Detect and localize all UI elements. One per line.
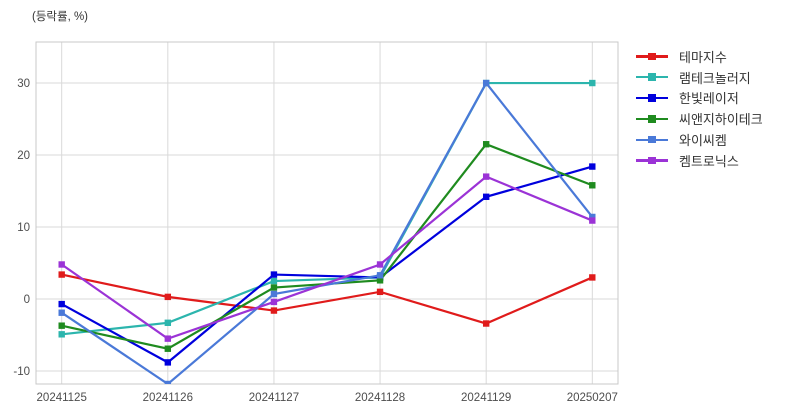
legend-line-swatch xyxy=(636,156,668,165)
data-point xyxy=(164,345,172,352)
data-point xyxy=(482,173,490,180)
legend-item-5: 켐트로닉스 xyxy=(636,150,763,171)
legend-item-0: 테마지수 xyxy=(636,46,763,67)
data-point xyxy=(270,307,278,314)
series-line-1 xyxy=(61,81,593,336)
legend-label: 씨앤지하이테크 xyxy=(679,112,763,128)
data-point xyxy=(58,331,65,338)
chart-title: (등락률, %) xyxy=(32,11,89,23)
plot-border xyxy=(35,41,619,385)
data-point xyxy=(376,272,384,279)
legend-item-1: 램테크놀러지 xyxy=(636,67,763,88)
data-point xyxy=(482,193,490,200)
data-point xyxy=(482,320,490,327)
data-point xyxy=(482,141,490,148)
x-tick-label: 20241125 xyxy=(37,392,87,404)
series-line-4 xyxy=(61,81,594,384)
y-tick-label: 0 xyxy=(24,294,30,306)
data-point xyxy=(164,293,172,301)
legend-item-4: 와이씨켐 xyxy=(636,129,763,150)
data-point xyxy=(58,322,65,329)
series-line-5 xyxy=(61,175,593,340)
legend-line-swatch xyxy=(636,135,668,144)
legend-item-2: 한빛레이저 xyxy=(636,88,763,109)
data-point xyxy=(482,79,490,87)
x-tick-label: 20241129 xyxy=(461,392,511,404)
data-point xyxy=(164,319,172,326)
data-point xyxy=(589,217,596,224)
data-point xyxy=(270,271,278,278)
data-point xyxy=(58,300,65,308)
x-tick-label: 20241126 xyxy=(143,392,193,404)
data-point xyxy=(164,380,172,384)
x-tick-label: 20241127 xyxy=(249,392,299,404)
data-point xyxy=(270,277,278,285)
y-tick-label: 30 xyxy=(17,78,30,90)
data-point xyxy=(589,213,596,221)
data-point xyxy=(58,309,65,316)
data-point xyxy=(164,335,172,342)
data-point xyxy=(589,163,596,170)
legend-label: 한빛레이저 xyxy=(679,91,739,107)
data-point xyxy=(376,277,384,284)
y-tick-label: -10 xyxy=(13,366,30,378)
y-tick-label: 10 xyxy=(17,222,30,234)
legend-label: 램테크놀러지 xyxy=(679,70,751,86)
series-line-2 xyxy=(61,165,593,364)
data-point xyxy=(376,261,384,268)
legend-line-swatch xyxy=(636,73,668,82)
legend-line-swatch xyxy=(636,52,668,61)
legend-label: 켐트로닉스 xyxy=(679,153,739,169)
legend-item-3: 씨앤지하이테크 xyxy=(636,108,763,129)
legend-line-swatch xyxy=(636,93,668,102)
legend-label: 와이씨켐 xyxy=(679,133,727,149)
data-point xyxy=(376,288,384,296)
data-point xyxy=(270,290,278,298)
data-point xyxy=(270,284,278,291)
data-point xyxy=(58,271,65,278)
data-point xyxy=(58,261,65,268)
legend-label: 테마지수 xyxy=(679,49,727,65)
legend-line-swatch xyxy=(636,114,668,123)
data-point xyxy=(270,298,278,306)
data-point xyxy=(589,79,596,87)
data-point xyxy=(589,182,596,189)
series-line-3 xyxy=(61,142,593,350)
data-point xyxy=(589,274,596,281)
data-point xyxy=(164,359,172,366)
x-tick-label: 20241128 xyxy=(355,392,405,404)
series-line-0 xyxy=(61,273,593,325)
x-tick-label: 20250207 xyxy=(567,392,618,404)
series-group xyxy=(58,79,596,384)
y-tick-label: 20 xyxy=(17,150,30,162)
